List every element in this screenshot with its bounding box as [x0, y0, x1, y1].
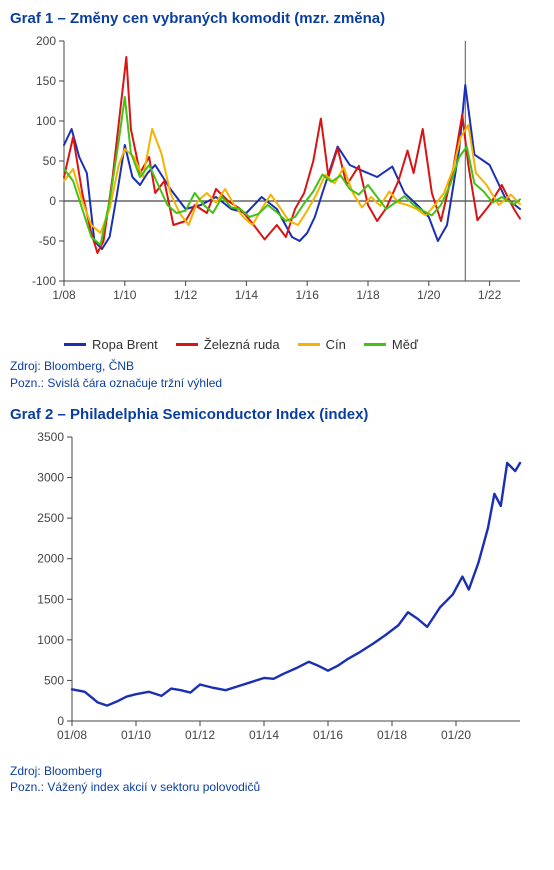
chart-2-title: Graf 2 – Philadelphia Semiconductor Inde…: [10, 406, 544, 423]
chart-1-note: Pozn.: Svislá čára označuje tržní výhled: [10, 375, 544, 392]
svg-text:1/08: 1/08: [52, 288, 76, 302]
legend-label: Ropa Brent: [92, 337, 158, 352]
chart-1-svg: -100 -50 0 50 100 150 200 1/08 1/10 1/12 1/14 1/16 1…: [10, 33, 530, 333]
chart-1-footnote: Zdroj: Bloomberg, ČNB Pozn.: Svislá čára…: [10, 358, 544, 392]
svg-text:-100: -100: [32, 274, 56, 288]
legend-item-brent: Ropa Brent: [64, 337, 158, 352]
chart-2-svg: 0 500 1000 1500 2000 2500 3000 3500 01/08 01/10 01…: [10, 429, 530, 759]
svg-text:2500: 2500: [37, 511, 64, 525]
svg-text:01/16: 01/16: [313, 728, 343, 742]
chart-2-footnote: Zdroj: Bloomberg Pozn.: Vážený index akc…: [10, 763, 544, 797]
svg-text:200: 200: [36, 34, 56, 48]
chart-2-note: Pozn.: Vážený index akcií v sektoru polo…: [10, 779, 544, 796]
legend-item-copper: Měď: [364, 337, 418, 352]
svg-text:500: 500: [44, 673, 64, 687]
svg-text:01/10: 01/10: [121, 728, 151, 742]
chart-1-legend: Ropa Brent Železná ruda Cín Měď: [10, 333, 544, 354]
svg-text:1/16: 1/16: [296, 288, 320, 302]
svg-text:0: 0: [57, 714, 64, 728]
svg-text:50: 50: [43, 154, 57, 168]
svg-text:0: 0: [49, 194, 56, 208]
svg-text:1/22: 1/22: [478, 288, 502, 302]
svg-text:1/14: 1/14: [235, 288, 259, 302]
svg-text:100: 100: [36, 114, 56, 128]
svg-text:3500: 3500: [37, 430, 64, 444]
svg-text:1/20: 1/20: [417, 288, 441, 302]
svg-text:01/18: 01/18: [377, 728, 407, 742]
svg-text:01/20: 01/20: [441, 728, 471, 742]
svg-text:1/18: 1/18: [356, 288, 380, 302]
chart-1-block: Graf 1 – Změny cen vybraných komodit (mz…: [10, 10, 544, 392]
svg-text:01/08: 01/08: [57, 728, 87, 742]
legend-label: Cín: [326, 337, 346, 352]
legend-swatch: [298, 343, 320, 346]
svg-text:150: 150: [36, 74, 56, 88]
legend-item-iron: Železná ruda: [176, 337, 280, 352]
svg-text:1500: 1500: [37, 592, 64, 606]
svg-text:01/12: 01/12: [185, 728, 215, 742]
svg-text:2000: 2000: [37, 551, 64, 565]
chart-2-block: Graf 2 – Philadelphia Semiconductor Inde…: [10, 406, 544, 797]
legend-label: Železná ruda: [204, 337, 280, 352]
svg-text:-50: -50: [39, 234, 57, 248]
legend-label: Měď: [392, 337, 418, 352]
svg-text:01/14: 01/14: [249, 728, 279, 742]
legend-swatch: [64, 343, 86, 346]
svg-text:1/12: 1/12: [174, 288, 198, 302]
chart-1-source: Zdroj: Bloomberg, ČNB: [10, 358, 544, 375]
svg-text:3000: 3000: [37, 470, 64, 484]
chart-1-title: Graf 1 – Změny cen vybraných komodit (mz…: [10, 10, 544, 27]
svg-text:1/10: 1/10: [113, 288, 137, 302]
legend-item-tin: Cín: [298, 337, 346, 352]
legend-swatch: [176, 343, 198, 346]
svg-text:1000: 1000: [37, 632, 64, 646]
legend-swatch: [364, 343, 386, 346]
chart-2-source: Zdroj: Bloomberg: [10, 763, 544, 780]
